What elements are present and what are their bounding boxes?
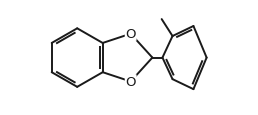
Text: O: O (125, 28, 136, 41)
Text: O: O (125, 75, 136, 88)
